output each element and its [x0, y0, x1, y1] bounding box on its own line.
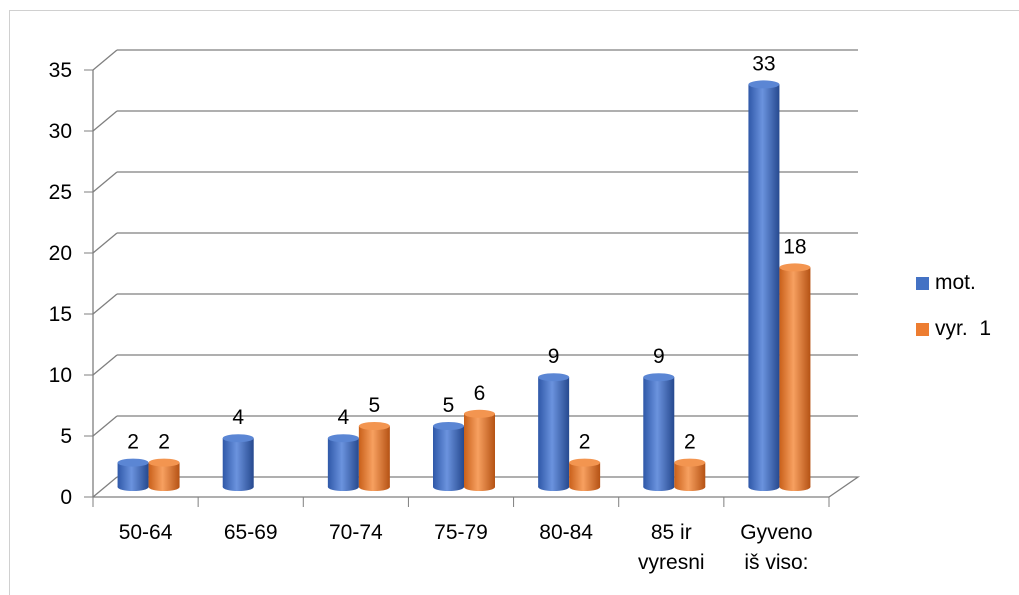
data-label: 2 — [579, 431, 591, 454]
legend-item-series-1: vyr. 1 — [916, 316, 991, 342]
data-label: 18 — [783, 235, 806, 258]
x-tick-label: 80-84 — [539, 521, 593, 544]
gridline-15 — [92, 293, 858, 315]
bar-mot-3 — [433, 422, 464, 491]
data-label: 4 — [232, 406, 244, 429]
bar-mot-0 — [117, 458, 149, 491]
legend-label-series-1: vyr. 1 — [935, 317, 992, 340]
bar-vyr1-5 — [674, 458, 706, 491]
gridline-20 — [92, 232, 858, 254]
gridline-10 — [92, 354, 858, 376]
bar-vyr1-3 — [464, 409, 495, 491]
bar-vyr1-4 — [569, 458, 601, 491]
y-tick-label: 30 — [49, 120, 72, 143]
bar-mot-6 — [748, 80, 780, 491]
bar-mot-1 — [222, 434, 254, 491]
y-tick-label: 35 — [49, 59, 72, 82]
bar-vyr1-6 — [779, 263, 811, 491]
legend-label-series-0: mot. — [935, 271, 976, 294]
data-label: 33 — [752, 52, 775, 75]
data-label: 5 — [369, 394, 381, 417]
x-tick-label: 50-64 — [119, 521, 173, 544]
bars — [117, 80, 811, 491]
bar-vyr1-2 — [358, 422, 390, 491]
data-label: 6 — [474, 382, 486, 405]
gridline-30 — [92, 110, 858, 132]
y-tick-label: 5 — [60, 425, 72, 448]
y-tick-label: 10 — [49, 364, 72, 387]
data-label: 2 — [127, 431, 139, 454]
y-tick-label: 0 — [60, 486, 72, 509]
gridline-0 — [92, 476, 118, 498]
legend-swatch-series-0 — [916, 276, 929, 290]
y-tick-label: 15 — [49, 303, 72, 326]
bar-mot-5 — [643, 373, 675, 491]
data-label: 9 — [548, 345, 560, 368]
data-label: 5 — [443, 394, 455, 417]
bar-vyr1-0 — [148, 458, 180, 491]
chart-frame — [9, 10, 1019, 595]
gridlines — [92, 49, 858, 498]
y-tick-label: 25 — [49, 181, 72, 204]
bar-mot-2 — [327, 434, 359, 491]
x-tick-label: 70-74 — [329, 521, 383, 544]
legend-swatch-series-1 — [916, 322, 929, 336]
bar-mot-4 — [538, 373, 570, 491]
y-tick-label: 20 — [49, 242, 72, 265]
x-tick-label: 85 ir vyresni — [638, 521, 705, 574]
x-tick-label: 75-79 — [434, 521, 488, 544]
data-label: 4 — [338, 406, 350, 429]
data-label: 9 — [653, 345, 665, 368]
legend-item-series-0: mot. — [916, 270, 991, 296]
legend: mot. vyr. 1 — [916, 270, 991, 362]
data-label: 2 — [158, 431, 170, 454]
gridline-25 — [92, 171, 858, 193]
x-tick-label: 65-69 — [224, 521, 278, 544]
data-label: 2 — [684, 431, 696, 454]
gridline-35 — [92, 49, 858, 71]
x-tick-label: Gyveno iš viso: — [740, 521, 812, 574]
